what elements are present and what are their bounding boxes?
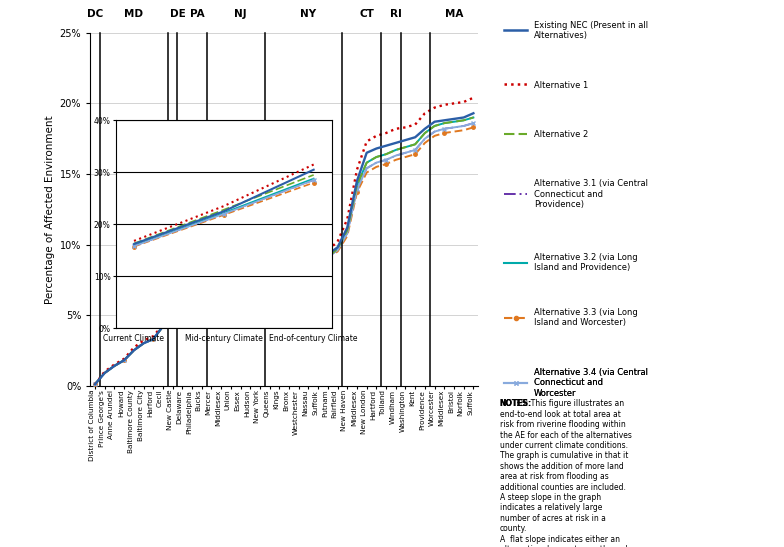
- Text: NOTES: This figure illustrates an
end-to-end look at total area at
risk from riv: NOTES: This figure illustrates an end-to…: [499, 399, 632, 547]
- Text: MA: MA: [445, 9, 463, 19]
- Text: NY: NY: [300, 9, 317, 19]
- Text: MD: MD: [125, 9, 143, 19]
- Text: NOTES:: NOTES:: [499, 399, 532, 408]
- Text: PA: PA: [190, 9, 204, 19]
- Text: NOTES:: NOTES:: [499, 399, 532, 408]
- Text: CT: CT: [359, 9, 374, 19]
- Y-axis label: Percentage of Affected Environment: Percentage of Affected Environment: [45, 115, 56, 304]
- Text: RI: RI: [390, 9, 401, 19]
- Text: DC: DC: [87, 9, 103, 19]
- Legend: Alternative 3.4 (via Central
Connecticut and
Worcester: Alternative 3.4 (via Central Connecticut…: [504, 368, 648, 398]
- Text: NJ: NJ: [234, 9, 247, 19]
- Text: DE: DE: [169, 9, 185, 19]
